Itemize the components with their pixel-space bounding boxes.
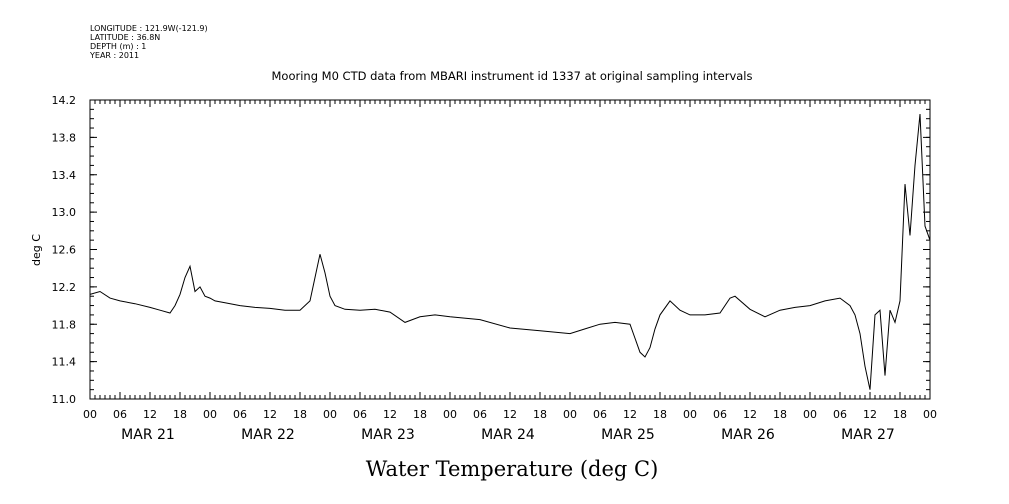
x-axis-title: Water Temperature (deg C) (366, 457, 659, 481)
y-axis: 11.0 11.4 11.8 12.2 12.6 13.0 13.4 13.8 14.2 (52, 94, 930, 406)
x-tick-label: 06 (353, 408, 367, 421)
date-label: MAR 25 (601, 427, 655, 443)
header-depth: DEPTH (m) : 1 (90, 42, 146, 51)
x-tick-label: 06 (713, 408, 727, 421)
x-tick-label: 00 (803, 408, 817, 421)
y-tick-label: 13.0 (52, 206, 77, 219)
x-tick-label: 12 (623, 408, 637, 421)
x-tick-label: 06 (233, 408, 247, 421)
x-tick-label: 06 (593, 408, 607, 421)
x-axis: 00 06 12 18 00 06 12 18 00 06 12 18 00 06 12 18 00 06 12 18… (83, 100, 937, 421)
x-tick-label: 18 (293, 408, 307, 421)
y-tick-label: 12.6 (52, 244, 77, 257)
y-tick-label: 13.4 (52, 169, 77, 182)
chart-title: Mooring M0 CTD data from MBARI instrumen… (272, 69, 753, 83)
x-tick-label: 00 (323, 408, 337, 421)
date-labels: MAR 21 MAR 22 MAR 23 MAR 24 MAR 25 MAR 26 MAR … (121, 427, 895, 443)
plot-frame (89, 99, 931, 400)
x-tick-label: 00 (683, 408, 697, 421)
x-tick-label: 18 (533, 408, 547, 421)
header-longitude: LONGITUDE : 121.9W(-121.9) (90, 24, 208, 33)
x-tick-label: 18 (893, 408, 907, 421)
x-tick-label: 12 (383, 408, 397, 421)
y-axis-label: deg C (30, 234, 43, 266)
date-label: MAR 23 (361, 427, 415, 443)
x-tick-label: 12 (143, 408, 157, 421)
x-tick-label: 18 (653, 408, 667, 421)
series-line (89, 113, 931, 390)
y-tick-label: 11.8 (52, 318, 77, 331)
y-tick-label: 14.2 (52, 94, 77, 107)
x-tick-label: 00 (443, 408, 457, 421)
x-tick-label: 00 (923, 408, 937, 421)
x-tick-label: 00 (563, 408, 577, 421)
header-latitude: LATITUDE : 36.8N (90, 33, 160, 42)
x-tick-label: 06 (113, 408, 127, 421)
x-tick-label: 18 (173, 408, 187, 421)
y-tick-label: 11.0 (52, 393, 77, 406)
x-tick-label: 00 (203, 408, 217, 421)
x-tick-label: 00 (83, 408, 97, 421)
date-label: MAR 24 (481, 427, 535, 443)
y-tick-label: 13.8 (52, 131, 77, 144)
x-tick-label: 12 (863, 408, 877, 421)
x-tick-label: 06 (473, 408, 487, 421)
header-year: YEAR : 2011 (89, 51, 139, 60)
x-tick-label: 18 (413, 408, 427, 421)
date-label: MAR 22 (241, 427, 295, 443)
date-label: MAR 21 (121, 427, 175, 443)
y-tick-label: 11.4 (52, 356, 77, 369)
x-tick-label: 12 (743, 408, 757, 421)
x-tick-label: 18 (773, 408, 787, 421)
x-tick-label: 12 (503, 408, 517, 421)
x-tick-label: 12 (263, 408, 277, 421)
date-label: MAR 27 (841, 427, 895, 443)
x-tick-label: 06 (833, 408, 847, 421)
date-label: MAR 26 (721, 427, 775, 443)
y-tick-label: 12.2 (52, 281, 77, 294)
